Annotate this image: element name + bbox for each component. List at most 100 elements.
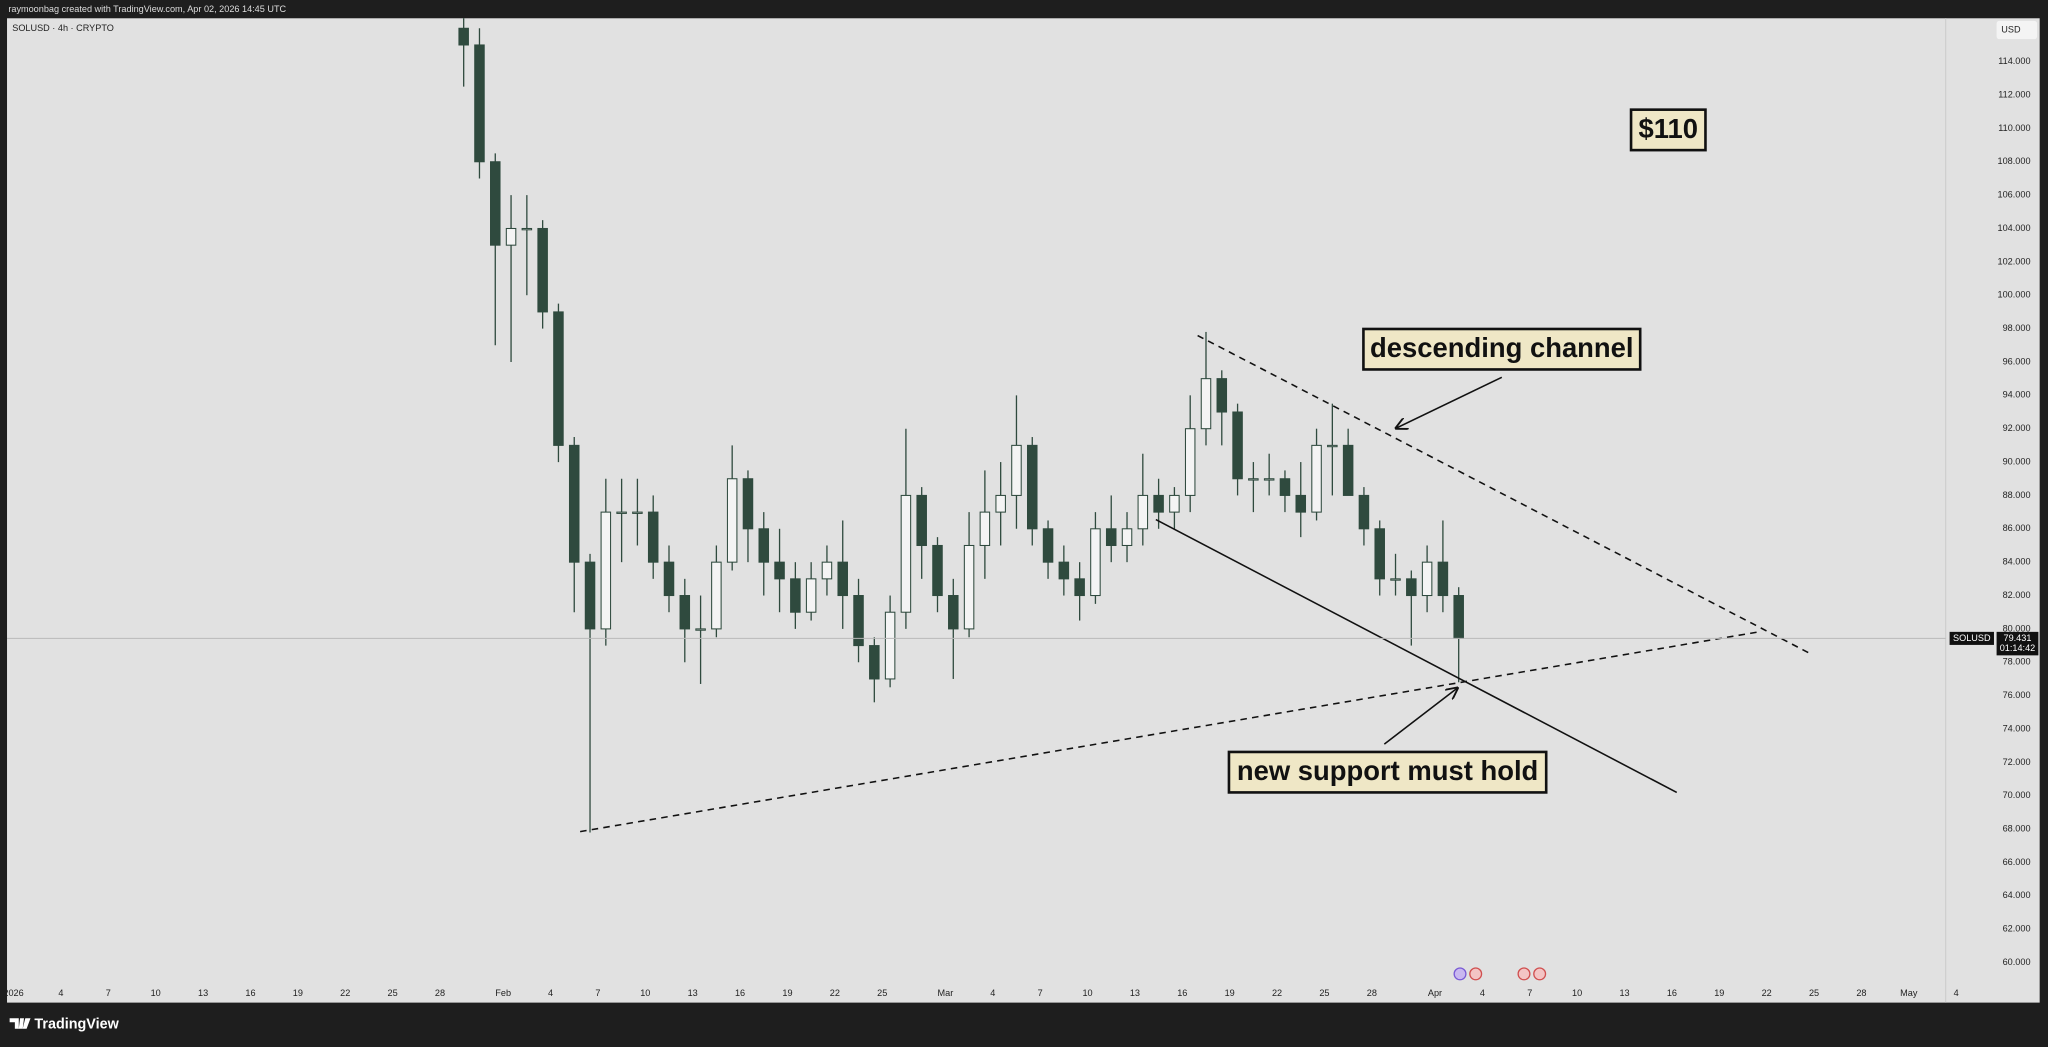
candle-body — [995, 494, 1006, 513]
candle-body — [1153, 494, 1164, 513]
x-tick-label: 16 — [735, 988, 745, 998]
annotation-text: descending channel — [1370, 332, 1633, 363]
candle-body — [790, 578, 801, 613]
candle-body — [1358, 494, 1370, 530]
candle-body — [1058, 561, 1070, 580]
candle-body — [1327, 444, 1338, 448]
y-tick-label: 60.000 — [2003, 957, 2031, 967]
currency-box[interactable] — [1996, 20, 2038, 40]
x-tick-label: 28 — [1367, 988, 1377, 998]
candle-body — [884, 611, 896, 680]
candle-body — [916, 494, 927, 547]
candle-body — [821, 561, 833, 580]
y-tick-label: 82.000 — [2003, 590, 2031, 600]
candle-body — [474, 44, 485, 163]
candle-body — [742, 478, 754, 530]
candle-body — [663, 561, 675, 597]
candle-body — [1295, 494, 1307, 513]
x-tick-label: 22 — [1272, 988, 1282, 998]
x-tick-label: 13 — [688, 988, 698, 998]
candle-body — [1074, 578, 1085, 597]
brand: TradingView — [9, 1017, 120, 1033]
candle-body — [1121, 528, 1133, 547]
candle-body — [1453, 595, 1464, 639]
x-tick-label: 10 — [151, 988, 161, 998]
candle-body — [837, 561, 848, 597]
plot-background — [7, 18, 2040, 1003]
x-tick-label: 10 — [640, 988, 650, 998]
channel-bottom-line — [1155, 518, 1678, 794]
x-tick-label: 25 — [877, 988, 887, 998]
candle-body — [679, 595, 691, 630]
candle-body — [1437, 561, 1449, 597]
candle-body — [521, 227, 533, 231]
candle-body — [1374, 528, 1385, 580]
x-tick-label: 28 — [1856, 988, 1866, 998]
candle-body — [948, 595, 959, 630]
annotation-text: $110 — [1639, 113, 1698, 144]
y-tick-label: 80.000 — [2003, 623, 2031, 633]
candle-body — [1263, 478, 1275, 481]
y-tick-label: 86.000 — [2003, 523, 2031, 533]
candle-body — [963, 544, 975, 630]
event-icons — [1453, 967, 1547, 981]
symbol-label: SOLUSD — [1953, 633, 1991, 643]
candle-body — [1105, 528, 1117, 547]
x-tick-label: 7 — [106, 988, 111, 998]
candle-body — [537, 227, 548, 313]
x-tick-label: 16 — [1667, 988, 1677, 998]
annotation: descending channel — [1362, 327, 1642, 371]
candle-body — [1216, 378, 1228, 413]
candle-body — [1169, 494, 1180, 513]
candle-body — [632, 511, 643, 514]
y-tick-label: 88.000 — [2003, 490, 2031, 500]
candle-body — [900, 494, 912, 613]
price-tag — [1996, 631, 2039, 656]
candle-body — [584, 561, 596, 630]
y-tick-label: 66.000 — [2003, 857, 2031, 867]
y-tick-label: 74.000 — [2003, 723, 2031, 733]
y-tick-label: 106.000 — [1998, 190, 2031, 200]
candle-body — [1279, 478, 1291, 496]
candle-body — [1137, 494, 1149, 530]
brand-name: TradingView — [34, 1017, 119, 1033]
x-tick-label: 2026 — [3, 988, 23, 998]
candle-body — [758, 528, 770, 563]
x-tick-label: 19 — [782, 988, 792, 998]
candle-body — [553, 311, 564, 446]
drawings — [580, 334, 1809, 833]
candle-body — [1184, 428, 1196, 496]
y-tick-label: 76.000 — [2003, 690, 2031, 700]
candle-body — [1200, 378, 1212, 430]
candle-body — [505, 227, 517, 246]
y-tick-label: 96.000 — [2003, 356, 2031, 366]
candle-body — [1390, 578, 1401, 581]
x-tick-label: 13 — [1130, 988, 1140, 998]
candle-body — [1090, 528, 1101, 597]
countdown: 01:14:42 — [2000, 643, 2036, 653]
x-tick-label: Apr — [1428, 988, 1442, 998]
candle-body — [726, 478, 738, 563]
x-tick-label: Mar — [938, 988, 954, 998]
candle-body — [932, 544, 943, 597]
candle-body — [853, 595, 864, 647]
y-tick-label: 90.000 — [2003, 456, 2031, 466]
channel-top-line — [1197, 334, 1809, 654]
y-tick-label: 68.000 — [2003, 824, 2031, 834]
x-tick-label: 7 — [595, 988, 600, 998]
x-tick-label: 10 — [1572, 988, 1582, 998]
arrow — [1396, 376, 1503, 428]
x-tick-label: 25 — [1319, 988, 1329, 998]
x-tick-label: 19 — [293, 988, 303, 998]
y-tick-label: 100.000 — [1998, 290, 2031, 300]
x-tick-label: 13 — [1619, 988, 1629, 998]
candle-body — [869, 645, 880, 680]
last-price-label: 79.431 — [2004, 633, 2032, 643]
x-tick-label: 4 — [990, 988, 995, 998]
x-tick-label: 7 — [1038, 988, 1043, 998]
candle-body — [805, 578, 817, 613]
candle-body — [616, 511, 627, 514]
y-tick-label: 78.000 — [2003, 657, 2031, 667]
candle-body — [1406, 578, 1417, 597]
